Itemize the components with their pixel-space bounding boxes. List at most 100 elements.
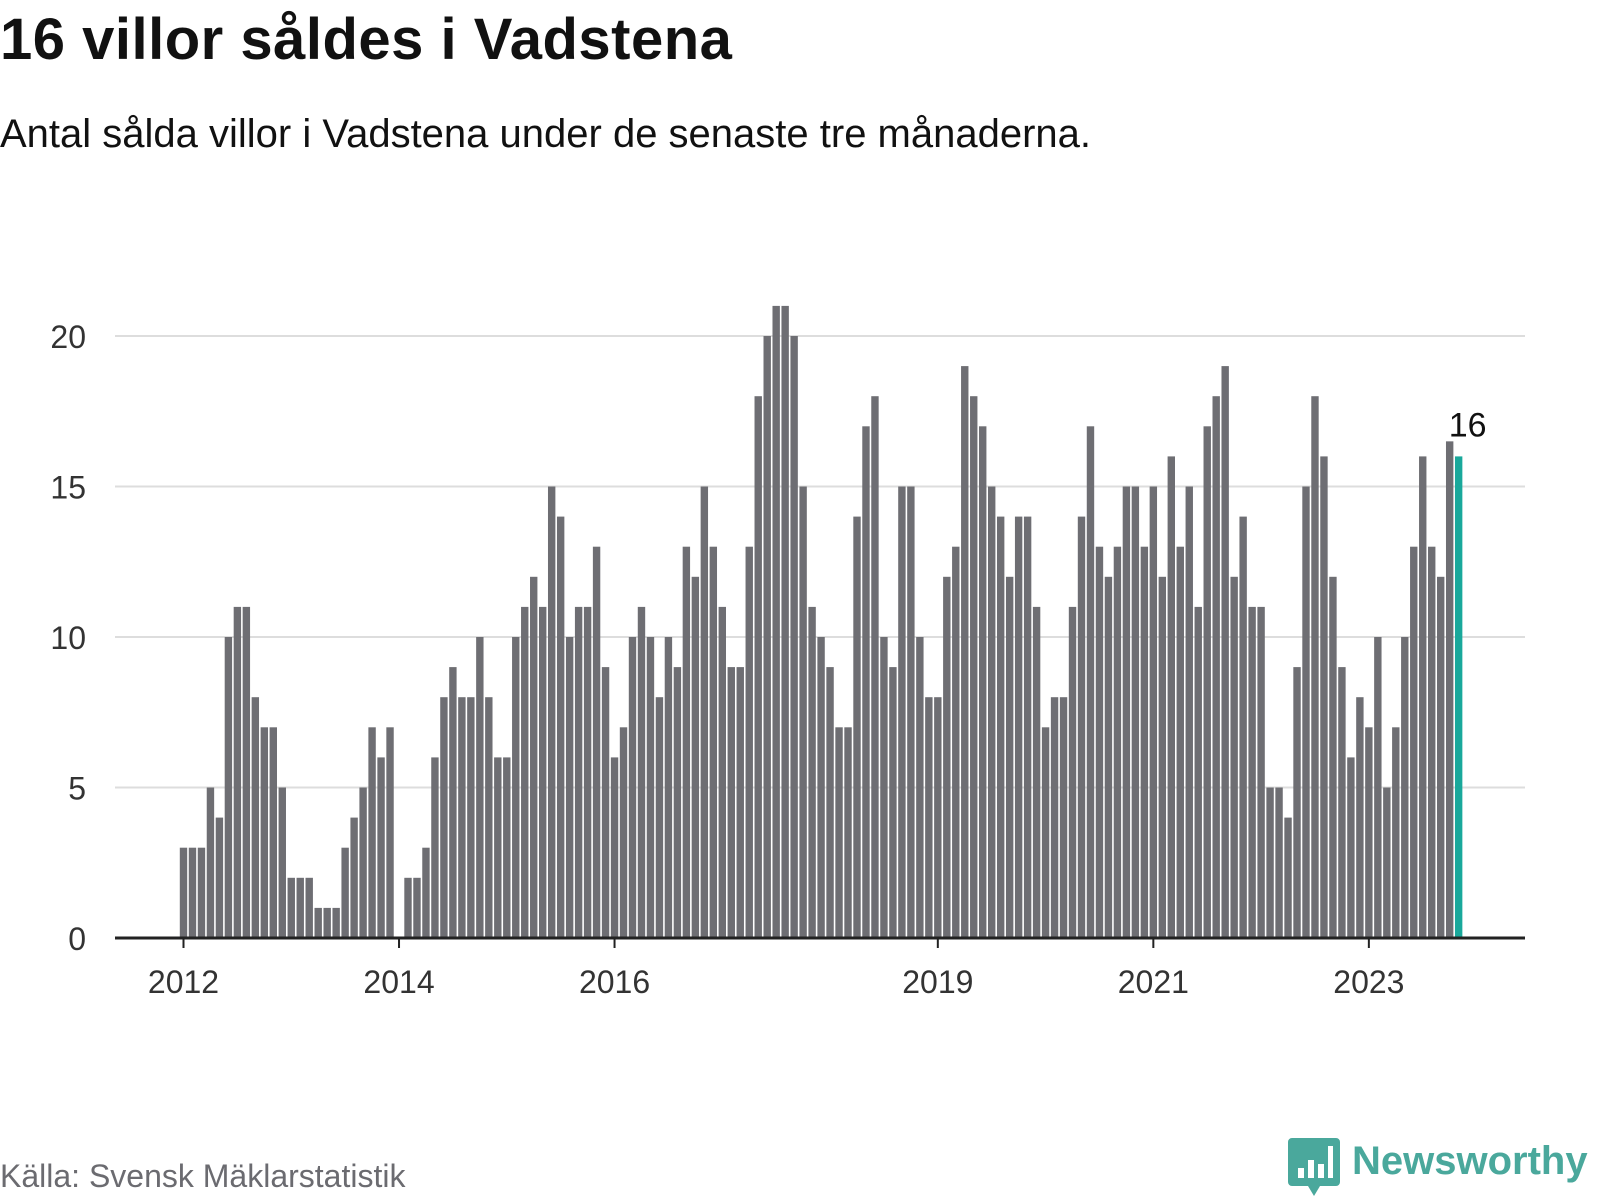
bar xyxy=(242,606,251,938)
bar xyxy=(709,546,718,938)
bar xyxy=(287,877,295,938)
bar xyxy=(413,877,421,938)
bar xyxy=(826,667,834,938)
bar xyxy=(1419,456,1427,938)
bar xyxy=(332,907,340,938)
bar xyxy=(422,847,430,938)
bar xyxy=(1230,576,1238,938)
bar xyxy=(808,606,816,938)
bar xyxy=(925,697,933,938)
brand-name: Newsworthy xyxy=(1352,1139,1588,1183)
bar xyxy=(1185,486,1193,938)
bar xyxy=(350,817,358,938)
bar xyxy=(530,576,538,938)
x-tick-label: 2014 xyxy=(363,964,434,1000)
bar xyxy=(476,637,484,938)
bar xyxy=(431,757,439,938)
bar xyxy=(1275,787,1283,938)
y-tick-label: 10 xyxy=(50,620,86,656)
bar xyxy=(1410,546,1418,938)
bar xyxy=(889,667,897,938)
bar xyxy=(1311,396,1319,938)
bar xyxy=(1239,516,1247,938)
bar xyxy=(1374,637,1382,938)
chart-title: 16 villor såldes i Vadstena xyxy=(0,7,733,72)
bar xyxy=(467,697,475,938)
bar xyxy=(1302,486,1310,938)
bar-highlight xyxy=(1454,456,1463,938)
bar xyxy=(700,486,709,938)
bar xyxy=(655,697,664,938)
bar xyxy=(1113,546,1122,938)
bar xyxy=(853,516,861,938)
bar xyxy=(296,877,304,938)
bar xyxy=(1122,486,1131,938)
bar xyxy=(1437,576,1445,938)
bar xyxy=(898,486,906,938)
bar xyxy=(682,546,691,938)
bar xyxy=(1320,456,1328,938)
bar xyxy=(799,486,807,938)
bar xyxy=(323,907,331,938)
bar xyxy=(619,727,628,938)
bar xyxy=(601,667,610,938)
bar xyxy=(1149,486,1158,938)
bar xyxy=(718,606,726,938)
bar xyxy=(1041,727,1050,938)
bar xyxy=(1212,396,1220,938)
highlight-label: 16 xyxy=(1449,406,1487,444)
bar xyxy=(305,877,313,938)
bar xyxy=(269,727,277,938)
bar xyxy=(943,576,951,938)
bar xyxy=(206,787,215,938)
bar xyxy=(1203,426,1211,938)
newsworthy-logo-icon xyxy=(1288,1138,1340,1196)
bar xyxy=(1140,546,1149,938)
bar xyxy=(763,336,771,938)
bar xyxy=(1365,727,1373,938)
bar xyxy=(1158,576,1167,938)
bar xyxy=(368,727,376,938)
bar xyxy=(772,305,780,938)
bar xyxy=(494,757,502,938)
bar xyxy=(1401,637,1409,938)
bar xyxy=(637,606,646,938)
bar xyxy=(556,516,565,938)
bar xyxy=(1059,697,1068,938)
bar xyxy=(341,847,349,938)
bar xyxy=(1347,757,1355,938)
bar xyxy=(574,606,583,938)
bar xyxy=(610,757,619,938)
brand-logo: Newsworthy xyxy=(1288,1138,1588,1202)
bar xyxy=(817,637,825,938)
bar xyxy=(628,637,637,938)
x-tick-label: 2019 xyxy=(902,964,973,1000)
bar xyxy=(664,637,673,938)
bar xyxy=(1095,546,1104,938)
bar xyxy=(1023,516,1032,938)
bar xyxy=(1338,667,1346,938)
bar xyxy=(1383,787,1391,938)
bar xyxy=(844,727,852,938)
bar xyxy=(1392,727,1400,938)
bar xyxy=(970,396,978,938)
x-tick-label: 2023 xyxy=(1333,964,1404,1000)
bar xyxy=(565,637,574,938)
bar xyxy=(458,697,466,938)
bar xyxy=(179,847,188,938)
bar xyxy=(197,847,206,938)
bar xyxy=(1248,606,1256,938)
bar xyxy=(215,817,224,938)
bar xyxy=(1221,366,1229,939)
bar xyxy=(1005,576,1014,938)
y-tick-label: 15 xyxy=(50,470,86,506)
bar xyxy=(521,606,529,938)
bar xyxy=(503,757,511,938)
bar xyxy=(1167,456,1175,938)
bar xyxy=(404,877,412,938)
x-tick-label: 2021 xyxy=(1118,964,1189,1000)
y-tick-label: 20 xyxy=(50,319,86,355)
bar xyxy=(539,606,547,938)
bar xyxy=(386,727,394,938)
bar xyxy=(979,426,987,938)
